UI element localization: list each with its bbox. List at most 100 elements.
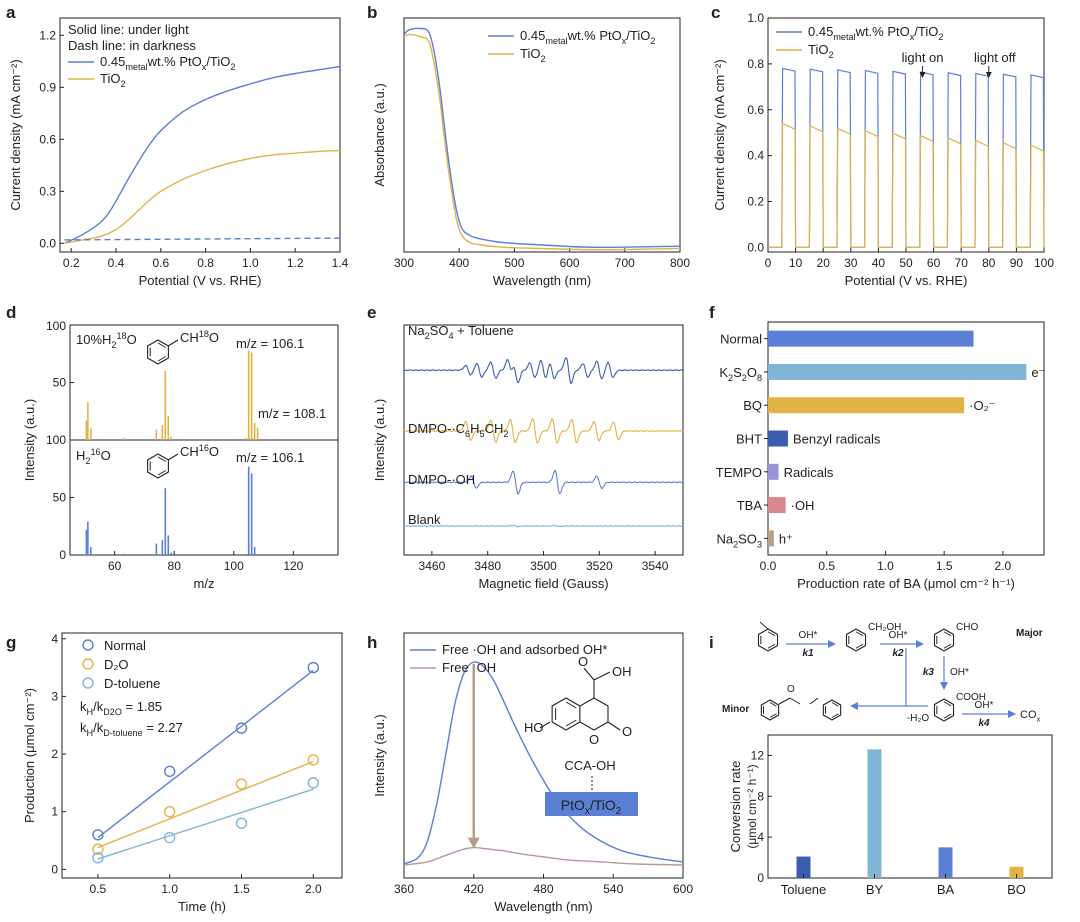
bar-annotation-f: Radicals [784,465,834,480]
text-span: /k [93,699,104,714]
text-span: metal [833,32,855,42]
bond-line [167,339,179,347]
legend-marker-g [82,677,94,689]
text-span: CO [1020,709,1037,721]
panel-label-h: h [367,633,377,652]
bar-4 [768,463,779,480]
x-tick-label-h: 360 [394,882,414,896]
minor-label: Minor [722,704,749,715]
catalyst-box [545,792,638,816]
bond-line [167,453,179,461]
plot-frame-i [767,734,1053,879]
x-tick-label-f: 0.0 [760,559,777,573]
data-point-g [307,661,319,674]
benzene-double-bond [157,356,167,362]
x-tick-label-c: 50 [899,256,913,270]
text-span: 2 [733,539,738,549]
text-span: SO [738,531,757,546]
pl-spectrum-line-0 [403,661,684,865]
bond-line [789,697,801,705]
text-span: CH [180,444,199,459]
text-span: 0.45 [808,24,833,39]
benzene-hexagon [757,628,779,652]
annotation-light-on: light on [902,50,944,65]
bar-1 [768,363,1027,380]
x-tick-label-g: 0.5 [90,882,107,896]
text-span: = 1.85 [122,699,162,714]
fit-line-g [97,788,314,860]
benzene-double-bond [943,643,952,649]
x-tick-label-b: 800 [670,256,690,270]
text-span: TBA [737,498,763,513]
arrow-head-icon [919,72,926,78]
y-tick-label-g: 1 [51,805,58,819]
water-loss-label: -H₂O [907,713,929,724]
text-span: wt.% PtO [567,28,622,43]
category-label-i: Toluene [781,882,827,897]
toluene-icon [757,628,779,652]
benzene-double-bond [769,702,777,707]
bond-line [593,671,611,681]
bond-line [809,697,819,705]
panel-label-a: a [6,3,16,22]
y-tick-label-d: 100 [46,433,66,447]
annotation-a: Dash line: in darkness [68,38,196,53]
y-tick-label-a: 0.6 [39,132,56,146]
text-span: K [719,365,728,380]
mz-annotation: m/z = 106.1 [236,336,304,351]
text-span: O [209,330,219,345]
benzene-double-bond [943,713,952,719]
legend-label-c: 0.45metalwt.% PtOx/TiO2 [808,24,943,42]
x-tick-label-c: 70 [955,256,969,270]
panel-label-i: i [709,633,714,652]
text-span: O [101,448,111,463]
atom-label: O [578,654,588,669]
text-span: 3 [757,539,762,549]
data-point-g [92,829,104,841]
text-span: /TiO [626,28,650,43]
text-span: Normal [720,332,762,347]
y-tick-label-c: 0.0 [747,240,764,254]
structure-label-bottom: CH16O [180,443,219,459]
text-span: 2 [650,36,655,46]
reagent-label: OH* [950,667,969,678]
data-point-g [163,765,176,778]
bar-5 [768,497,786,514]
arrow-head-icon [985,72,992,78]
text-span: BHT [736,432,762,447]
y-tick-label-i: 0 [757,871,764,885]
plot-frame-a [59,17,341,253]
benzene-hexagon [933,628,955,652]
text-span: 5 [480,429,485,439]
benzene-hexagon [147,453,169,479]
methyl-bond [759,621,769,630]
y-tick-label-a: 0.3 [39,184,56,198]
atom-label: O [622,724,632,739]
benzyl-benzoate-icon [760,699,780,721]
panel-label-f: f [709,303,715,322]
benzene-ring-icon [551,697,581,731]
benzoic-acid-icon [933,698,955,722]
text-span: H [87,728,94,738]
text-span: SO [430,323,449,338]
x-tick-label-f: 1.5 [936,559,953,573]
category-label-f: BHT [736,432,762,447]
text-span: Blank [408,512,441,527]
x-tick-label-a: 1.4 [332,256,349,270]
category-label-f: TBA [737,498,763,513]
x-tick-label-g: 2.0 [305,882,322,896]
y-tick-label-d: 50 [53,376,67,390]
y-axis-title-c: Current density (mA cm⁻²) [712,59,727,210]
benzene-hexagon [551,697,581,731]
legend-marker-g [82,658,94,670]
text-span: 10%H [76,332,111,347]
y-axis-title-g: Production (μmol cm⁻²) [22,688,37,823]
arrow-head-icon [916,640,924,648]
data-point-g [235,778,248,790]
text-span: = 2.27 [143,720,183,735]
benzene-double-bond [831,713,839,718]
legend-label-g: D-toluene [104,676,160,691]
benzene-double-bond [855,631,864,637]
legend-marker-g [82,639,94,651]
